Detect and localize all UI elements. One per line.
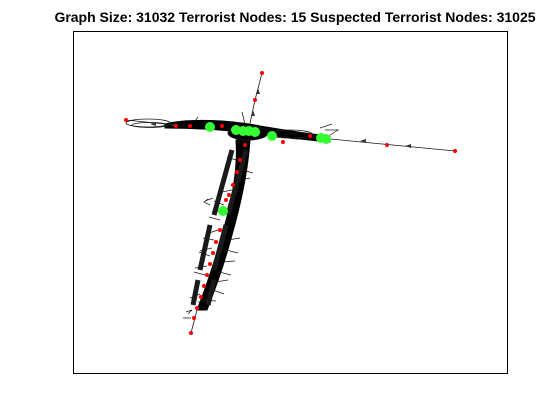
suspected-node: [124, 118, 128, 122]
terrorist-node: [321, 134, 331, 144]
misc-ticks: [181, 116, 339, 319]
suspected-node: [195, 306, 199, 310]
edges-layer: [125, 72, 456, 334]
suspected-node: [220, 124, 224, 128]
right-loop-b: [283, 132, 317, 140]
trunk-spikes: [189, 156, 254, 303]
suspected-node: [253, 98, 257, 102]
suspected-node: [235, 170, 239, 174]
suspected-node: [281, 140, 285, 144]
suspected-node: [238, 158, 242, 162]
suspected-node: [218, 228, 222, 232]
suspected-node: [227, 193, 231, 197]
suspected-node: [260, 71, 264, 75]
terrorist-nodes: [205, 122, 331, 216]
axes-frame: [73, 31, 508, 374]
suspected-node: [199, 295, 203, 299]
suspected-node: [205, 273, 209, 277]
graph-title: Graph Size: 31032 Terrorist Nodes: 15 Su…: [54, 9, 536, 25]
spoke-up-1: [254, 72, 263, 101]
left-loop-a: [125, 118, 171, 128]
suspected-node: [208, 262, 212, 266]
suspected-node: [192, 316, 196, 320]
suspected-node: [202, 284, 206, 288]
suspected-node: [188, 124, 192, 128]
terrorist-node: [218, 206, 228, 216]
spoke-down: [190, 309, 198, 334]
suspected-node: [211, 251, 215, 255]
suspected-node: [243, 143, 247, 147]
suspected-node: [174, 124, 178, 128]
terrorist-node: [267, 131, 277, 141]
suspected-node: [453, 149, 457, 153]
suspected-node: [231, 183, 235, 187]
suspected-node: [214, 240, 218, 244]
suspected-node: [224, 198, 228, 202]
suspected-node: [308, 134, 312, 138]
suspected-node: [385, 143, 389, 147]
suspected-node: [189, 331, 193, 335]
trunk-outline: [190, 149, 249, 306]
suspected-nodes: [124, 71, 457, 335]
spoke-top-left: [241, 111, 247, 129]
arrowheads: [150, 88, 411, 148]
terrorist-node: [205, 122, 215, 132]
terrorist-node: [250, 127, 260, 137]
